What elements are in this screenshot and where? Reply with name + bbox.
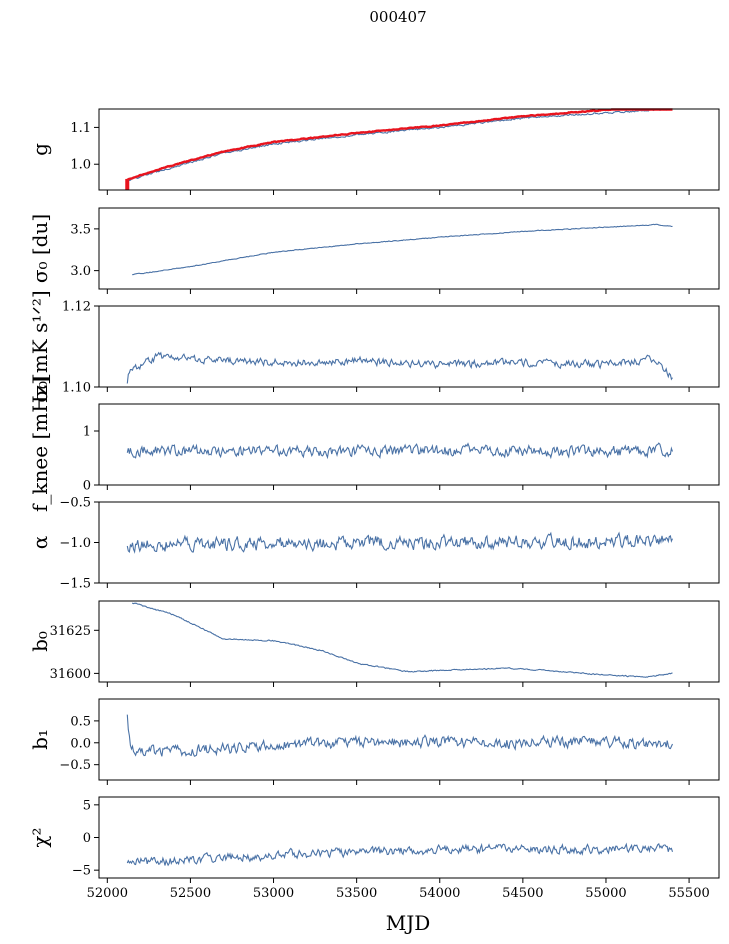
axes-frame [98, 403, 720, 486]
x-tick-label: 52500 [170, 886, 211, 901]
y-tick-label: 3.0 [70, 264, 91, 279]
x-tick-label: 54000 [419, 886, 460, 901]
y-tick-label: −0.5 [59, 758, 91, 773]
y-tick-label: 0.0 [70, 736, 91, 751]
y-tick-label: −0.5 [59, 496, 91, 511]
panel-alpha: −1.5 −1.0 −0.5 α [28, 496, 720, 592]
panel-sigma0_du: 3.0 3.5 σ₀ [du] [28, 207, 720, 294]
y-tick-label: 3.5 [70, 222, 91, 237]
series-line-fknee [126, 442, 674, 460]
y-tick-label: 1.12 [62, 300, 91, 315]
axes-frame [98, 108, 720, 191]
y-axis-label: b₁ [28, 729, 52, 750]
y-tick-label: −5 [72, 864, 91, 879]
y-axis-label: σ₀[mK s¹ᐟ²] [28, 290, 52, 402]
y-tick-label: 31600 [50, 667, 91, 682]
y-tick-label: 1 [83, 425, 91, 440]
y-axis-label: χ² [28, 827, 52, 847]
y-axis-label: b₀ [28, 631, 52, 652]
axes-frame [98, 207, 720, 290]
y-tick-label: −1.0 [59, 536, 91, 551]
series-line-b0 [131, 602, 673, 678]
x-tick-label: 53000 [253, 886, 294, 901]
y-tick-label: 1.10 [62, 381, 91, 396]
x-tick-label: 54500 [502, 886, 543, 901]
y-axis-label: g [28, 143, 52, 156]
x-tick-label: 53500 [336, 886, 377, 901]
series-line-b1 [126, 714, 673, 757]
series-line-chi2 [126, 842, 674, 867]
y-tick-label: 31625 [50, 624, 91, 639]
series-line-g [127, 108, 673, 182]
y-tick-label: 1.1 [70, 121, 91, 136]
axes-frame [98, 698, 720, 781]
y-axis-label: α [28, 536, 52, 550]
y-tick-label: −1.5 [59, 577, 91, 592]
series-line-sigma0 [132, 223, 673, 276]
panel-g: 1.0 1.1 g [28, 108, 720, 195]
axes-frame [98, 796, 720, 879]
y-axis-label: σ₀ [du] [28, 214, 52, 283]
x-tick-label: 55000 [585, 886, 626, 901]
y-tick-label: 0 [83, 831, 91, 846]
y-tick-label: 0.5 [70, 714, 91, 729]
axes-frame [98, 600, 720, 683]
x-tick-label: 55500 [668, 886, 709, 901]
y-tick-label: 0 [83, 479, 91, 494]
panel-chi2: −5 0 5 52000 52500 53000 53500 54000 54500 55000 5… [28, 796, 720, 901]
panel-sigma0_mK: 1.10 1.12 σ₀[mK s¹ᐟ²] [28, 290, 720, 403]
y-tick-label: 5 [83, 798, 91, 813]
x-axis-label: MJD [386, 911, 431, 935]
panel-b1: −0.5 0.0 0.5 b₁ [28, 698, 720, 785]
x-tick-label: 52000 [87, 886, 128, 901]
series-line-sigma0_mK [126, 351, 673, 384]
series-line-alpha [126, 531, 673, 554]
figure-title: 000407 [369, 8, 426, 26]
panel-fknee: 0 1 f_knee [mHz] [28, 377, 720, 512]
y-tick-label: 1.0 [70, 158, 91, 173]
series-line-reference [126, 108, 673, 181]
y-axis-label: f_knee [mHz] [28, 377, 52, 512]
axes-frame [98, 305, 720, 388]
